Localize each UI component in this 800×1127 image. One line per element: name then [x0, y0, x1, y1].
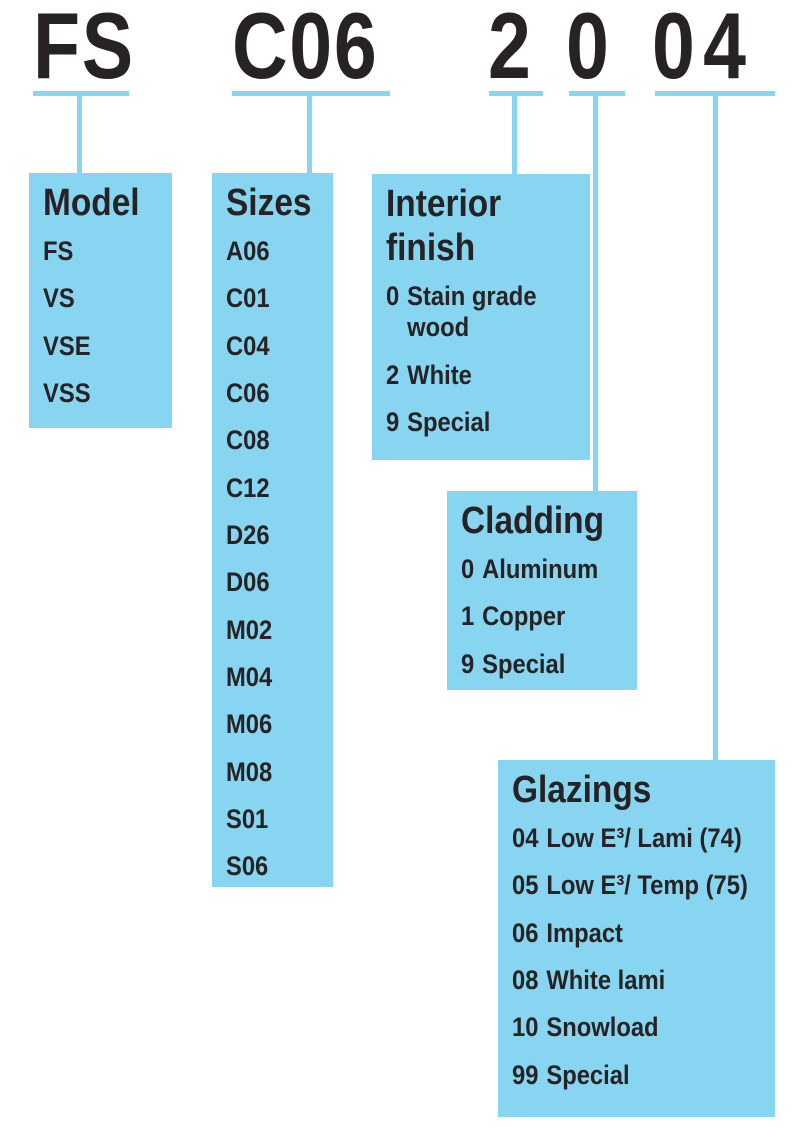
size-option: C04 [226, 330, 270, 361]
size-option: C08 [226, 425, 270, 456]
underline-cladding [569, 91, 625, 96]
option-code: 08 [512, 965, 539, 996]
size-option: M06 [226, 709, 273, 740]
size-option: C01 [226, 283, 270, 314]
connector-interior-finish [512, 96, 517, 174]
size-option: C06 [226, 378, 270, 409]
size-option: M04 [226, 661, 273, 692]
box-title-cladding: Cladding [461, 500, 605, 542]
option-label: Stain grade wood [407, 281, 537, 343]
option-label: Impact [546, 917, 623, 948]
size-option: S01 [226, 803, 269, 834]
interior-finish-option: 2 White [386, 360, 553, 391]
code-segment-size: C06 [232, 0, 379, 98]
model-option: VS [43, 283, 75, 314]
interior-finish-option: 0 Stain grade wood [386, 281, 553, 344]
option-code: 9 [461, 648, 475, 679]
size-option: C12 [226, 472, 270, 503]
legend-box-sizes: Sizes A06 C01 C04 C06 C08 C12 D26 D06 M0… [212, 173, 333, 887]
underline-size [232, 91, 390, 96]
glazing-option: 06 Impact [512, 918, 731, 949]
model-option: VSE [43, 330, 91, 361]
cladding-option: 1 Copper [461, 601, 604, 632]
option-code: 9 [386, 407, 400, 438]
glazing-option: 99 Special [512, 1060, 731, 1091]
option-label: Low E³/ Lami (74) [546, 823, 742, 854]
size-option: M08 [226, 756, 273, 787]
connector-size [307, 96, 312, 173]
option-code: 0 [461, 554, 475, 585]
option-label: Special [546, 1059, 630, 1090]
box-title-sizes: Sizes [226, 182, 312, 224]
option-label: Snowload [546, 1012, 659, 1043]
connector-cladding [593, 96, 598, 491]
size-option: M02 [226, 614, 273, 645]
size-option: S06 [226, 851, 269, 882]
option-code: 05 [512, 870, 539, 901]
legend-box-cladding: Cladding 0 Aluminum 1 Copper 9 Special [447, 491, 637, 690]
option-code: 0 [386, 281, 400, 312]
glazing-option: 05 Low E³/ Temp (75) [512, 870, 748, 901]
option-code: 99 [512, 1059, 539, 1090]
option-label: White lami [546, 965, 666, 996]
option-label: Special [482, 648, 566, 679]
box-title-interior-finish: Interior finish [386, 183, 502, 270]
option-label: Special [407, 407, 491, 438]
option-code: 2 [386, 359, 400, 390]
option-label: Aluminum [482, 554, 599, 585]
underline-interior-finish [489, 91, 543, 96]
option-label: Low E³/ Temp (75) [546, 870, 748, 901]
code-segment-interior-finish: 2 [488, 0, 533, 98]
cladding-option: 9 Special [461, 649, 604, 680]
legend-box-glazings: Glazings 04 Low E³/ Lami (74) 05 Low E³/… [498, 760, 775, 1117]
cladding-option: 0 Aluminum [461, 554, 604, 585]
connector-model [77, 96, 82, 173]
option-label: White [407, 359, 472, 390]
box-title-glazings: Glazings [512, 769, 652, 811]
code-segment-cladding: 0 [566, 0, 611, 98]
option-code: 04 [512, 823, 539, 854]
code-segment-model: FS [33, 0, 135, 98]
size-option: A06 [226, 236, 270, 267]
option-code: 06 [512, 917, 539, 948]
connector-glazing [713, 96, 718, 760]
option-label: Copper [482, 601, 566, 632]
legend-box-model: Model FS VS VSE VSS [29, 173, 172, 428]
legend-box-interior-finish: Interior finish 0 Stain grade wood 2 Whi… [372, 174, 590, 460]
size-option: D06 [226, 567, 270, 598]
interior-finish-option: 9 Special [386, 407, 553, 438]
underline-model [33, 91, 129, 96]
box-title-model: Model [43, 182, 140, 224]
glazing-option: 08 White lami [512, 965, 731, 996]
option-code: 1 [461, 601, 475, 632]
code-segment-glazing: 04 [652, 0, 755, 98]
underline-glazing [655, 91, 775, 96]
model-option: VSS [43, 378, 91, 409]
size-option: D26 [226, 519, 270, 550]
model-option: FS [43, 236, 74, 267]
glazing-option: 10 Snowload [512, 1012, 731, 1043]
option-code: 10 [512, 1012, 539, 1043]
glazing-option: 04 Low E³/ Lami (74) [512, 823, 742, 854]
